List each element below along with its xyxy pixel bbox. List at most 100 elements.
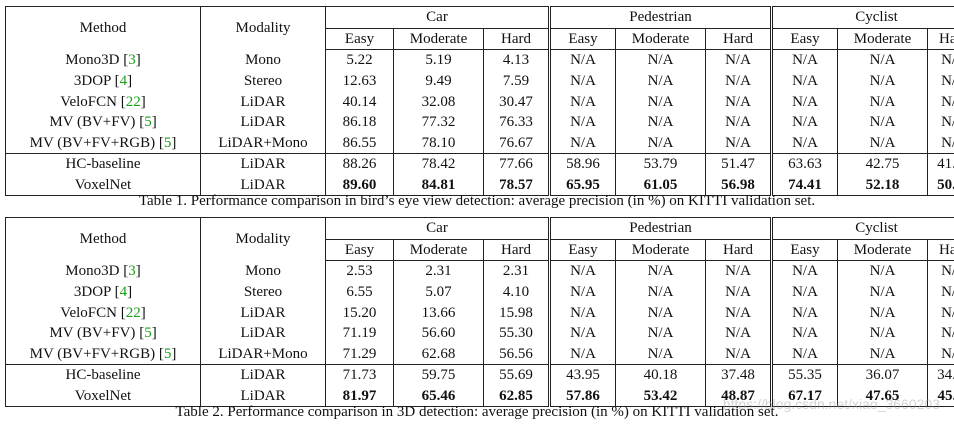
value-text: N/A [792,73,818,90]
value-cell: N/A [926,302,954,323]
citation-link[interactable]: 5 [144,114,152,131]
method-name: 3DOP [73,73,111,90]
value-text: N/A [941,52,954,69]
citation-link[interactable]: 5 [163,134,172,151]
value-cell: N/A [837,322,928,344]
value-cell: 15.98 [483,302,550,323]
citation-link[interactable]: 22 [125,93,141,110]
value-cell: N/A [770,111,838,133]
citation-link[interactable]: 5 [163,345,172,362]
value-cell: 43.95 [548,364,616,386]
value-cell: N/A [770,260,838,282]
difficulty-header: Moderate [837,239,928,262]
value-text: N/A [725,114,751,131]
value-text: N/A [570,114,596,131]
value-text: 30.47 [499,93,533,110]
table-row: 3DOP [4] Stereo 12.63 9.49 7.59 N/A N/A N/A N/A N… [5,70,954,92]
value-text: N/A [647,114,674,131]
value-cell: 36.07 [837,364,928,386]
value-cell: N/A [548,322,616,344]
modality-header: Modality [200,5,326,50]
table-row: VeloFCN [22] LiDAR 15.20 13.66 15.98 N/A N/A N/… [5,302,954,323]
value-text: N/A [941,284,954,301]
method-cell: 3DOP [4] [5,281,201,303]
value-cell: N/A [615,281,706,303]
value-cell: 81.97 [325,385,394,408]
citation-link[interactable]: 3 [128,52,136,69]
value-cell: N/A [615,302,706,323]
value-text: 32.08 [421,93,456,110]
method-cell: VeloFCN [22] [5,302,201,323]
value-cell: 86.18 [325,111,394,133]
header-row-groups: Method Modality Car Pedestrian Cyclist [5,216,954,261]
value-cell: N/A [705,111,772,133]
modality-cell: LiDAR [200,364,326,386]
citation-link[interactable]: 4 [119,73,128,90]
modality-cell: LiDAR [200,111,326,133]
difficulty-header: Moderate [837,28,928,51]
value-cell: N/A [548,91,616,112]
value-text: 52.18 [865,177,900,194]
value-text: 50.49 [937,177,954,194]
modality-cell: LiDAR+Mono [200,343,326,365]
value-cell: 4.10 [483,281,550,303]
value-text: 65.95 [566,177,600,194]
value-text: 78.42 [421,156,456,173]
table-1-caption: Table 1. Performance comparison in bird’… [138,193,816,209]
value-cell: N/A [926,343,954,365]
difficulty-header: Hard [705,239,772,262]
value-text: 4.10 [502,284,530,301]
difficulty-header: Hard [705,28,772,51]
value-text: 71.29 [342,345,377,362]
value-text: 42.75 [865,156,900,173]
method-cell: MV (BV+FV+RGB) [5] [5,132,201,154]
value-text: 78.10 [421,134,456,151]
value-cell: 30.47 [483,91,550,112]
value-text: N/A [941,134,954,151]
value-text: N/A [792,325,818,342]
value-cell: N/A [837,260,928,282]
value-cell: N/A [705,343,772,365]
value-cell: N/A [926,322,954,344]
modality-cell: Mono [200,49,326,71]
value-cell: 40.18 [615,364,706,386]
value-text: 56.56 [499,345,533,362]
value-text: 15.98 [499,304,533,321]
modality-cell: LiDAR+Mono [200,132,326,154]
citation-link[interactable]: 22 [125,304,141,321]
value-cell: N/A [705,302,772,323]
value-text: N/A [647,73,674,90]
value-text: 34.15 [937,367,954,384]
method-cell: VoxelNet [5,385,201,408]
value-text: 59.75 [421,367,456,384]
value-text: 58.96 [566,156,600,173]
value-text: N/A [647,263,674,280]
value-cell: 12.63 [325,70,394,92]
method-name: HC-baseline [65,156,141,173]
value-cell: 7.59 [483,70,550,92]
table-row: MV (BV+FV+RGB) [5] LiDAR+Mono 86.55 78.10 76… [5,132,954,154]
value-text: N/A [869,325,896,342]
value-cell: 4.13 [483,49,550,71]
table-row: 3DOP [4] Stereo 6.55 5.07 4.10 N/A N/A N/A N/A N/… [5,281,954,303]
value-text: N/A [647,284,674,301]
table-2-caption: Table 2. Performance comparison in 3D de… [175,404,779,420]
value-text: N/A [725,304,751,321]
citation-link[interactable]: 5 [144,325,152,342]
citation-link[interactable]: 4 [119,284,128,301]
value-text: 43.95 [566,367,600,384]
value-cell: N/A [837,132,928,154]
value-cell: 53.79 [615,153,706,175]
value-text: N/A [869,134,896,151]
value-cell: N/A [548,70,616,92]
value-cell: N/A [615,111,706,133]
value-text: 77.32 [421,114,456,131]
value-cell: 62.85 [483,385,550,408]
citation-link[interactable]: 3 [128,263,136,280]
value-cell: 32.08 [393,91,484,112]
value-text: 36.07 [865,367,900,384]
value-cell: N/A [770,302,838,323]
value-text: 57.86 [566,388,600,405]
modality-cell: LiDAR [200,385,326,408]
